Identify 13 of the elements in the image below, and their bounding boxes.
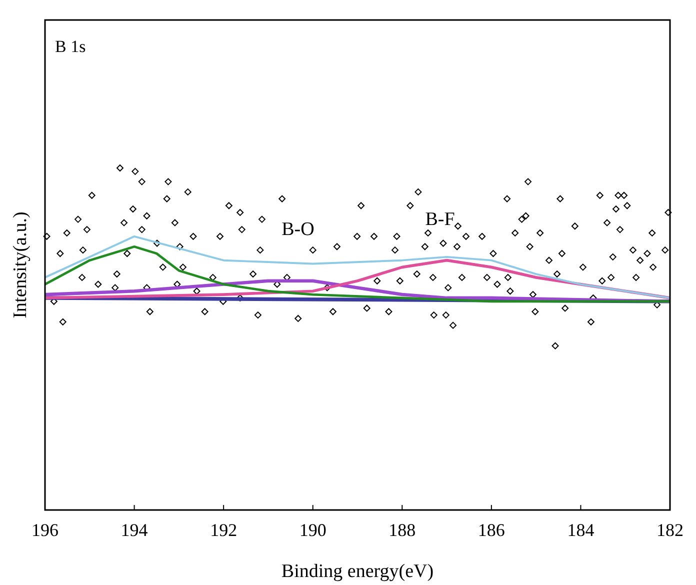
- x-tick-label: 192: [210, 520, 238, 540]
- x-axis-title: Binding energy(eV): [281, 561, 434, 582]
- annotation: B-F: [425, 209, 455, 230]
- text: B 1s: [55, 37, 86, 56]
- x-tick-label: 184: [567, 520, 594, 540]
- x-tick-label: 196: [32, 520, 58, 540]
- x-tick-label: 186: [478, 520, 505, 540]
- annotation: B-O: [282, 219, 314, 240]
- x-tick-label: 190: [299, 520, 326, 540]
- x-tick-label: 188: [388, 520, 416, 540]
- x-tick-label: 194: [120, 520, 148, 540]
- y-axis-title: Intensity(a.u.): [10, 212, 31, 318]
- x-tick-label: 182: [656, 520, 684, 540]
